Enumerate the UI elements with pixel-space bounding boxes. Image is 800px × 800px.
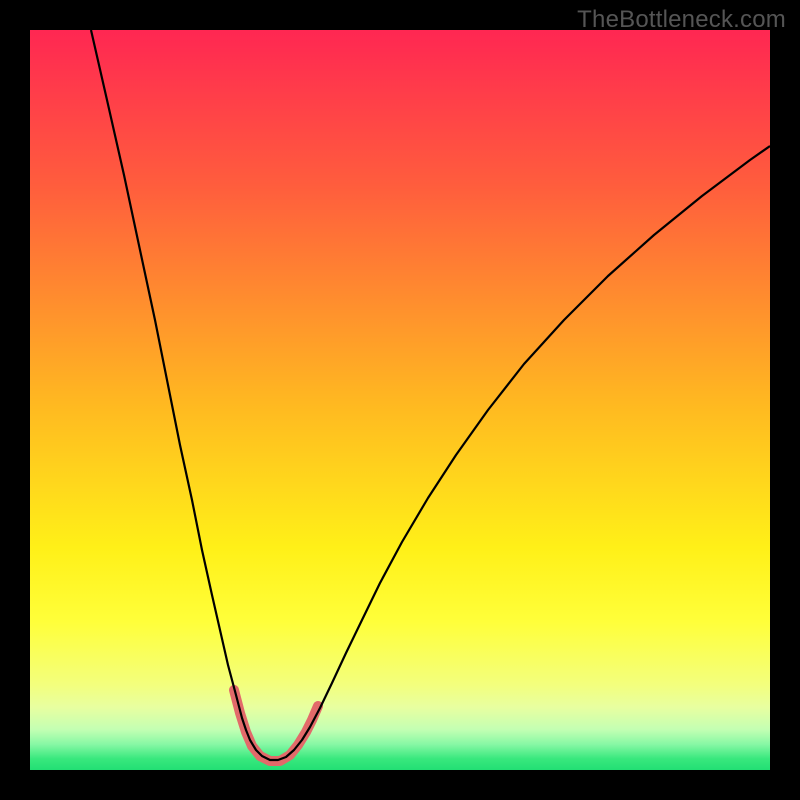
bottleneck-curve-chart <box>30 30 770 770</box>
bottleneck-curve <box>91 30 770 760</box>
watermark-text: TheBottleneck.com <box>577 6 786 34</box>
plot-area <box>30 30 770 770</box>
trough-highlight <box>234 690 318 761</box>
